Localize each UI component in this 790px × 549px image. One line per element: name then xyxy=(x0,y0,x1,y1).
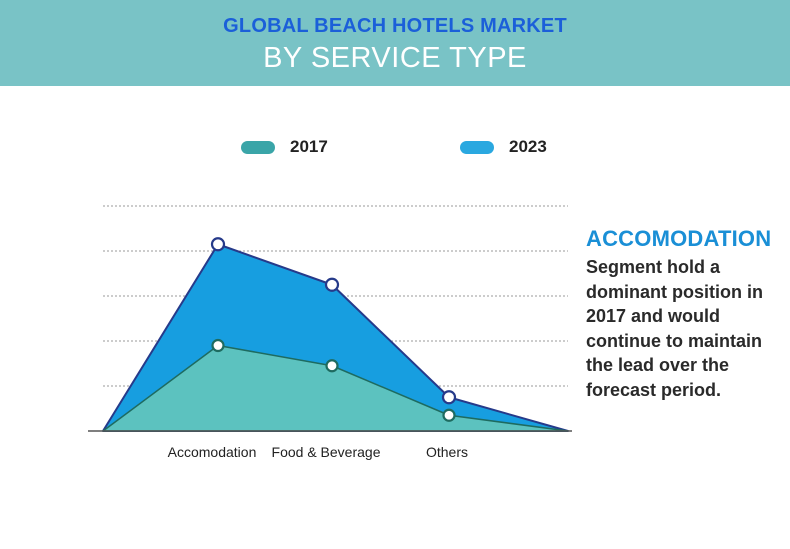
chart-title: GLOBAL BEACH HOTELS MARKET xyxy=(223,15,567,37)
data-point-2017 xyxy=(442,408,456,422)
side-note-heading: ACCOMODATION xyxy=(586,226,772,251)
legend-label-2023: 2023 xyxy=(509,137,547,156)
data-point-2023 xyxy=(210,237,226,252)
legend-swatch-2017 xyxy=(241,140,275,154)
x-tick-labels: Accomodation Food & Beverage Others xyxy=(168,444,468,460)
x-tick-label: Accomodation xyxy=(168,444,257,460)
data-point-2023 xyxy=(324,277,340,292)
legend-item-2017: 2017 xyxy=(241,137,328,157)
chart-subtitle: BY SERVICE TYPE xyxy=(263,42,527,74)
x-tick-label: Others xyxy=(426,444,468,460)
legend-item-2023: 2023 xyxy=(460,137,547,157)
data-markers xyxy=(210,237,457,422)
header-banner: GLOBAL BEACH HOTELS MARKET BY SERVICE TY… xyxy=(0,0,790,86)
legend-label-2017: 2017 xyxy=(290,137,328,156)
legend-swatch-2023 xyxy=(460,140,494,154)
side-note-text: Segment hold a dominant position in 2017… xyxy=(586,257,763,400)
data-point-2017 xyxy=(325,359,339,373)
data-point-2023 xyxy=(441,390,457,405)
data-point-2017 xyxy=(211,338,225,353)
x-tick-label: Food & Beverage xyxy=(272,444,381,460)
